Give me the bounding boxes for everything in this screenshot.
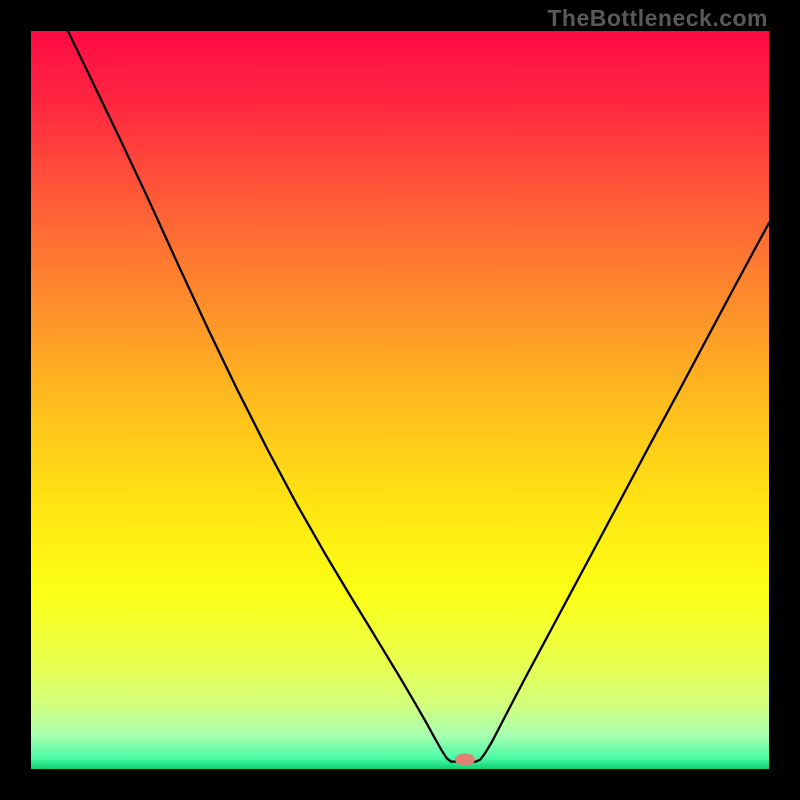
plot-area (31, 31, 769, 769)
watermark-text: TheBottleneck.com (547, 5, 768, 32)
marker-layer (31, 31, 769, 769)
optimal-marker (455, 753, 475, 765)
